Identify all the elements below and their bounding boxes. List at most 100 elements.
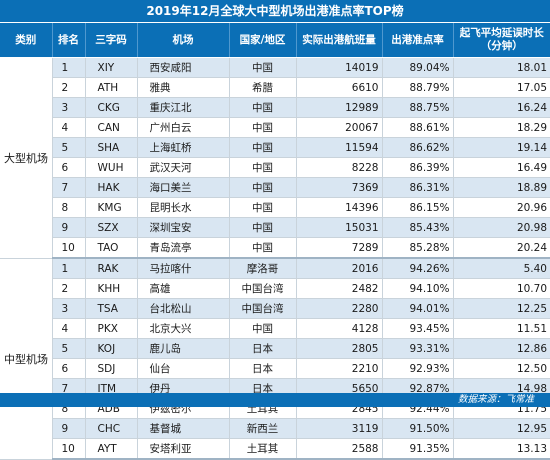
table-row: 5 SHA 上海虹桥 中国 11594 86.62% 19.14: [0, 137, 550, 158]
airport-cell: 北京大兴: [137, 318, 230, 339]
code-cell: SHA: [85, 137, 138, 158]
ontime-cell: 89.04%: [382, 57, 454, 78]
rank-cell: 9: [52, 217, 86, 238]
table-row: 4 PKX 北京大兴 中国 4128 93.45% 11.51: [0, 318, 550, 339]
table-row: 5 KOJ 鹿儿岛 日本 2805 93.31% 12.86: [0, 338, 550, 359]
table-body: 大型机场 1 XIY 西安咸阳 中国 14019 89.04% 18.01 2 ATH 雅典 希腊 66…: [0, 57, 550, 460]
airport-cell: 鹿儿岛: [137, 338, 230, 359]
header-rank: 排名: [52, 23, 86, 58]
delay-cell: 17.05: [453, 77, 550, 98]
airport-cell: 重庆江北: [137, 97, 230, 118]
ontime-cell: 88.75%: [382, 97, 454, 118]
rank-cell: 8: [52, 197, 86, 218]
code-cell: CHC: [85, 418, 138, 439]
table-row: 7 HAK 海口美兰 中国 7369 86.31% 18.89: [0, 177, 550, 198]
table-row: 6 WUH 武汉天河 中国 8228 86.39% 16.49: [0, 157, 550, 178]
code-cell: KOJ: [85, 338, 138, 359]
airport-cell: 台北松山: [137, 298, 230, 319]
ontime-cell: 86.39%: [382, 157, 454, 178]
flights-cell: 7369: [296, 177, 383, 198]
table-row: 6 SDJ 仙台 日本 2210 92.93% 12.50: [0, 358, 550, 379]
rank-cell: 3: [52, 97, 86, 118]
region-cell: 日本: [229, 338, 297, 359]
flights-cell: 3119: [296, 418, 383, 439]
delay-cell: 12.50: [453, 358, 550, 379]
delay-cell: 16.24: [453, 97, 550, 118]
table-row: 3 TSA 台北松山 中国台湾 2280 94.01% 12.25: [0, 298, 550, 319]
region-cell: 中国: [229, 97, 297, 118]
flights-cell: 2016: [296, 258, 383, 279]
table-row: 8 KMG 昆明长水 中国 14396 86.15% 20.96: [0, 197, 550, 218]
header-ontime: 出港准点率: [382, 23, 454, 58]
delay-cell: 12.95: [453, 418, 550, 439]
code-cell: KMG: [85, 197, 138, 218]
region-cell: 中国: [229, 137, 297, 158]
flights-cell: 15031: [296, 217, 383, 238]
flights-cell: 2805: [296, 338, 383, 359]
airport-cell: 上海虹桥: [137, 137, 230, 158]
ontime-cell: 94.01%: [382, 298, 454, 319]
region-cell: 摩洛哥: [229, 258, 297, 279]
ontime-cell: 86.31%: [382, 177, 454, 198]
region-cell: 希腊: [229, 77, 297, 98]
header-airport: 机场: [137, 23, 230, 58]
rank-cell: 6: [52, 358, 86, 379]
delay-cell: 16.49: [453, 157, 550, 178]
code-cell: WUH: [85, 157, 138, 178]
flights-cell: 2280: [296, 298, 383, 319]
ontime-cell: 86.62%: [382, 137, 454, 158]
airport-cell: 昆明长水: [137, 197, 230, 218]
table-row: 2 ATH 雅典 希腊 6610 88.79% 17.05: [0, 77, 550, 98]
airport-cell: 高雄: [137, 278, 230, 299]
delay-cell: 18.29: [453, 117, 550, 138]
code-cell: CAN: [85, 117, 138, 138]
code-cell: PKX: [85, 318, 138, 339]
rank-cell: 10: [52, 237, 86, 259]
header-flights: 实际出港航班量: [296, 23, 383, 58]
delay-cell: 12.25: [453, 298, 550, 319]
region-cell: 中国: [229, 57, 297, 78]
header-region: 国家/地区: [229, 23, 297, 58]
ontime-cell: 91.50%: [382, 418, 454, 439]
flights-cell: 6610: [296, 77, 383, 98]
flights-cell: 14396: [296, 197, 383, 218]
code-cell: TAO: [85, 237, 138, 259]
flights-cell: 11594: [296, 137, 383, 158]
code-cell: HAK: [85, 177, 138, 198]
region-cell: 中国: [229, 157, 297, 178]
header-row: 类别 排名 三字码 机场 国家/地区 实际出港航班量 出港准点率 起飞平均延误时…: [0, 23, 550, 58]
header-delay: 起飞平均延误时长（分钟）: [453, 23, 550, 58]
table-row: 9 SZX 深圳宝安 中国 15031 85.43% 20.98: [0, 217, 550, 238]
rank-cell: 1: [52, 57, 86, 78]
rank-cell: 1: [52, 258, 86, 279]
data-source-footer: 数据来源：飞常准: [0, 393, 550, 407]
table-title: 2019年12月全球大中型机场出港准点率TOP榜: [0, 0, 550, 23]
code-cell: CKG: [85, 97, 138, 118]
airport-cell: 雅典: [137, 77, 230, 98]
region-cell: 中国: [229, 117, 297, 138]
airport-cell: 青岛流亭: [137, 237, 230, 259]
region-cell: 中国: [229, 177, 297, 198]
delay-cell: 11.51: [453, 318, 550, 339]
code-cell: SDJ: [85, 358, 138, 379]
ontime-cell: 91.35%: [382, 438, 454, 460]
delay-cell: 10.70: [453, 278, 550, 299]
delay-cell: 20.96: [453, 197, 550, 218]
airport-cell: 仙台: [137, 358, 230, 379]
ontime-cell: 88.79%: [382, 77, 454, 98]
flights-cell: 14019: [296, 57, 383, 78]
table-row: 3 CKG 重庆江北 中国 12989 88.75% 16.24: [0, 97, 550, 118]
ontime-cell: 93.31%: [382, 338, 454, 359]
ontime-cell: 88.61%: [382, 117, 454, 138]
airport-cell: 深圳宝安: [137, 217, 230, 238]
flights-cell: 4128: [296, 318, 383, 339]
delay-cell: 18.01: [453, 57, 550, 78]
code-cell: RAK: [85, 258, 138, 279]
delay-cell: 19.14: [453, 137, 550, 158]
table-row: 10 AYT 安塔利亚 土耳其 2588 91.35% 13.13: [0, 438, 550, 460]
rank-cell: 2: [52, 278, 86, 299]
code-cell: TSA: [85, 298, 138, 319]
rank-cell: 4: [52, 117, 86, 138]
code-cell: KHH: [85, 278, 138, 299]
rank-cell: 7: [52, 177, 86, 198]
